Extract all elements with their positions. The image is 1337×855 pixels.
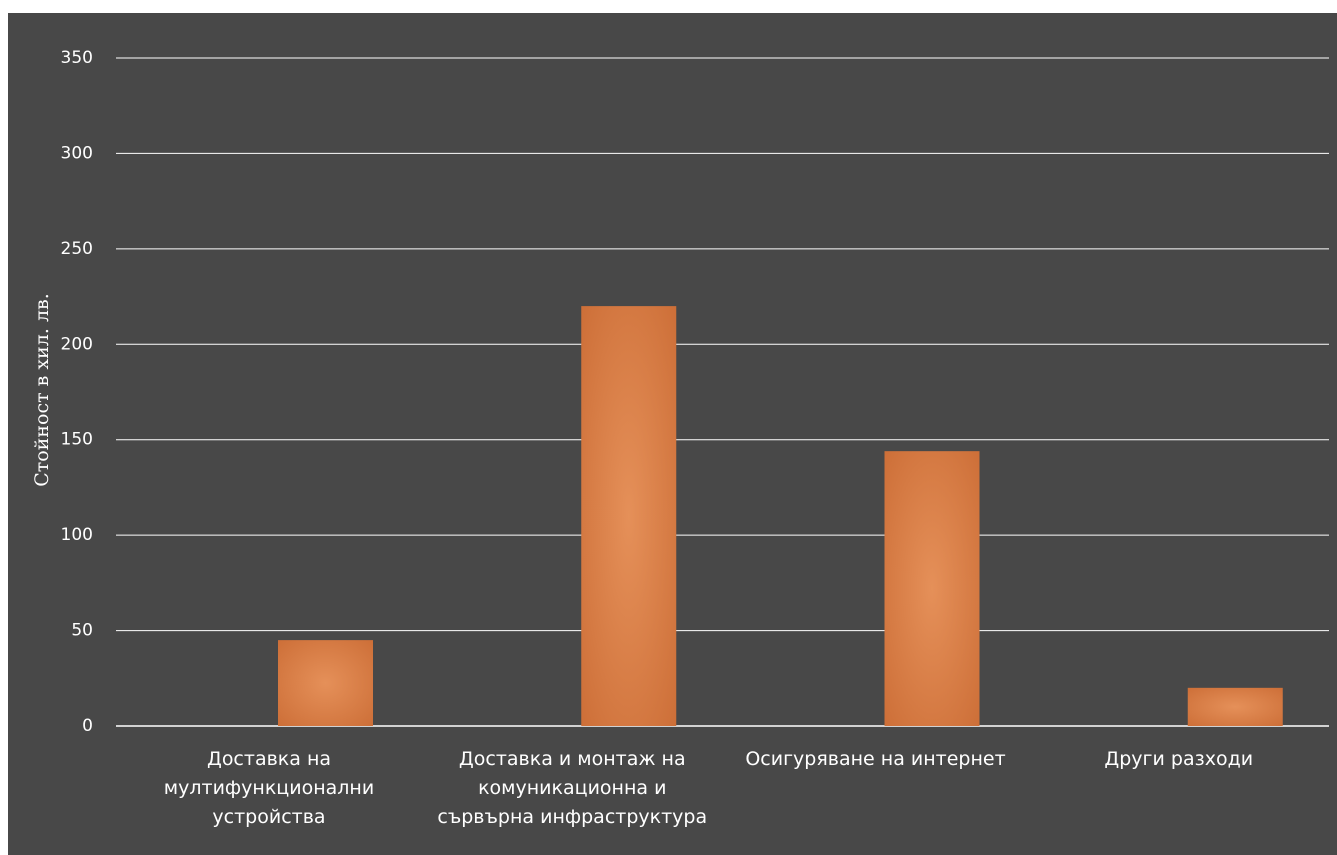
bar <box>884 451 980 726</box>
gridlines <box>116 57 1329 727</box>
bar <box>278 640 373 726</box>
y-tick-label: 0 <box>82 716 93 736</box>
y-axis-title: Стойност в хил. лв. <box>31 293 53 487</box>
y-tick-label: 250 <box>61 239 93 259</box>
y-tick-label: 300 <box>61 143 93 163</box>
bars <box>278 306 1283 726</box>
y-tick-label: 100 <box>61 525 93 545</box>
y-tick-label: 150 <box>61 430 93 450</box>
y-tick-labels: 0 50 100 150 200 250 300 350 <box>61 48 93 736</box>
bar <box>1187 687 1283 726</box>
bar <box>581 306 677 726</box>
x-category-label: Други разходи <box>1104 748 1253 770</box>
x-category-label: Доставка на мултифункционални устройства <box>164 748 374 828</box>
y-tick-label: 200 <box>61 334 93 354</box>
y-tick-label: 50 <box>71 621 93 641</box>
x-category-label: Доставка и монтаж на комуникационна и сърв… <box>437 748 707 828</box>
x-category-labels: Доставка на мултифункционални устройства До… <box>164 748 1253 828</box>
x-category-label: Осигуряване на интернет <box>745 748 1005 770</box>
y-tick-label: 350 <box>61 48 93 68</box>
